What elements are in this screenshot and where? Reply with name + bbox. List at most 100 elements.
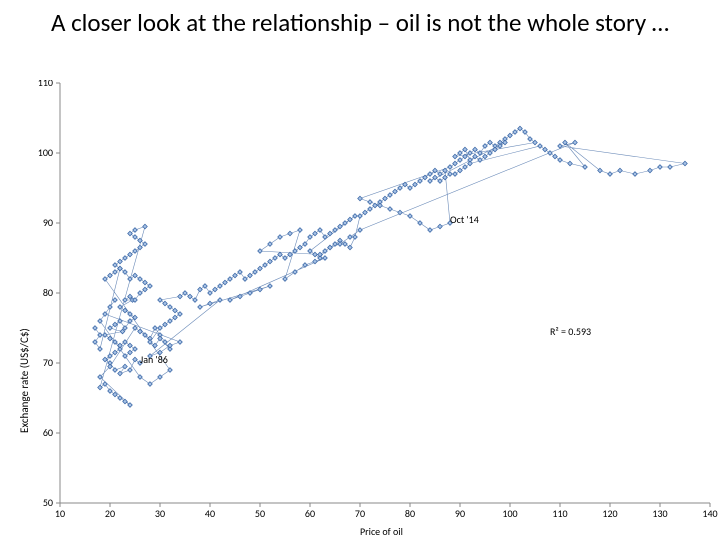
data-point [458, 158, 463, 163]
data-point [393, 189, 398, 194]
data-point [173, 308, 178, 313]
data-point [463, 147, 468, 152]
data-point [138, 291, 143, 296]
data-point [268, 242, 273, 247]
chart-svg: 5060708090100110102030405060708090100110… [0, 80, 720, 540]
data-point [268, 259, 273, 264]
data-point [278, 252, 283, 257]
data-point [118, 305, 123, 310]
data-point [133, 357, 138, 362]
y-tick-label: 80 [43, 286, 53, 299]
annotation: Jan '86 [140, 353, 168, 366]
data-point [448, 172, 453, 177]
data-point [458, 151, 463, 156]
data-point [123, 354, 128, 359]
data-point [533, 140, 538, 145]
data-point [558, 158, 563, 163]
data-point [443, 175, 448, 180]
data-point [143, 280, 148, 285]
data-point [168, 368, 173, 373]
data-point [228, 277, 233, 282]
data-point [548, 151, 553, 156]
data-point [133, 273, 138, 278]
data-point [98, 347, 103, 352]
data-point [513, 130, 518, 135]
data-point [208, 301, 213, 306]
data-point [258, 266, 263, 271]
data-point [538, 144, 543, 149]
data-point [128, 312, 133, 317]
data-point [338, 224, 343, 229]
data-point [518, 126, 523, 131]
data-point [168, 305, 173, 310]
data-point [118, 396, 123, 401]
data-point [128, 277, 133, 282]
data-point [368, 200, 373, 205]
data-point [128, 231, 133, 236]
data-point [378, 203, 383, 208]
data-point [358, 214, 363, 219]
data-point [408, 186, 413, 191]
y-tick-label: 90 [43, 216, 53, 229]
data-point [113, 368, 118, 373]
data-point [98, 319, 103, 324]
data-point [468, 151, 473, 156]
data-point [108, 273, 113, 278]
data-point [333, 228, 338, 233]
x-axis-label: Price of oil [360, 525, 403, 538]
data-point [418, 179, 423, 184]
data-point [118, 371, 123, 376]
data-point [303, 242, 308, 247]
data-point [208, 291, 213, 296]
data-point [123, 298, 128, 303]
data-point [313, 231, 318, 236]
data-point [118, 266, 123, 271]
data-point [288, 231, 293, 236]
data-point [198, 305, 203, 310]
data-point [123, 364, 128, 369]
data-point [178, 294, 183, 299]
x-tick-label: 70 [355, 507, 365, 520]
data-point [123, 256, 128, 261]
data-point [323, 249, 328, 254]
data-point [343, 221, 348, 226]
data-point [488, 140, 493, 145]
data-point [163, 340, 168, 345]
data-point [188, 294, 193, 299]
data-point [483, 154, 488, 159]
data-point [308, 235, 313, 240]
data-point [453, 161, 458, 166]
data-point [438, 172, 443, 177]
y-tick-label: 60 [43, 426, 53, 439]
data-point [148, 382, 153, 387]
data-point [203, 284, 208, 289]
data-point [133, 347, 138, 352]
data-point [568, 161, 573, 166]
x-tick-label: 110 [552, 507, 567, 520]
data-point [358, 196, 363, 201]
data-point [103, 277, 108, 282]
data-point [233, 273, 238, 278]
data-point [358, 228, 363, 233]
data-point [343, 242, 348, 247]
data-point [348, 245, 353, 250]
data-point [443, 168, 448, 173]
data-point [573, 140, 578, 145]
data-point [178, 312, 183, 317]
data-point [128, 294, 133, 299]
data-point [108, 326, 113, 331]
y-axis-label: Exchange rate (US$/C$) [18, 328, 31, 433]
data-point [298, 228, 303, 233]
data-point [473, 154, 478, 159]
data-point [173, 315, 178, 320]
annotation: Oct '14 [450, 213, 479, 226]
x-tick-label: 10 [55, 507, 65, 520]
data-point [428, 228, 433, 233]
data-point [103, 333, 108, 338]
data-point [253, 270, 258, 275]
y-tick-label: 100 [38, 146, 53, 159]
data-point [503, 140, 508, 145]
x-tick-label: 20 [105, 507, 115, 520]
data-point [463, 165, 468, 170]
data-point [543, 147, 548, 152]
